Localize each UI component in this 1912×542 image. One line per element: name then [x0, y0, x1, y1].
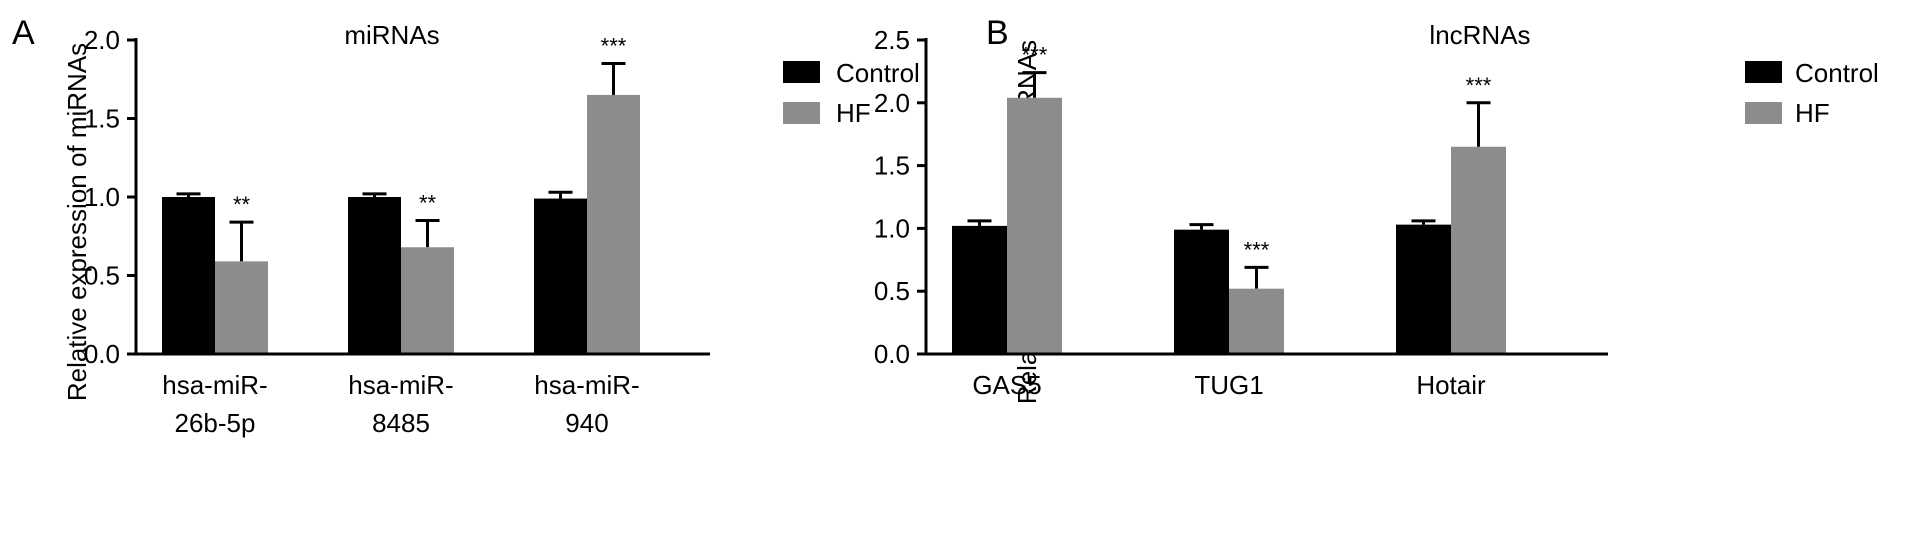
y-tick-label: 0.0	[874, 339, 910, 369]
panel-b: B lncRNAs Relative expression of lncRNAs…	[874, 14, 1879, 404]
y-tick-label: 2.5	[874, 25, 910, 55]
bar	[1396, 224, 1451, 354]
x-tick-label: TUG1	[1194, 370, 1263, 400]
chart-title: miRNAs	[344, 20, 439, 50]
plot-area: ** hsa-miR- 26b-5p ** hsa-miR- 8485 *** hsa-miR…	[84, 25, 710, 438]
x-tick-label: hsa-miR-	[348, 370, 453, 400]
y-tick-label: 0.5	[874, 276, 910, 306]
significance-label: ***	[1466, 73, 1492, 98]
legend-swatch-hf	[1745, 102, 1782, 124]
x-tick-label: 26b-5p	[175, 408, 256, 438]
legend-label-control: Control	[1795, 58, 1879, 88]
x-tick-label: 8485	[372, 408, 430, 438]
panel-label: B	[986, 14, 1009, 52]
legend-swatch-control	[1745, 61, 1782, 83]
legend: Control HF	[783, 58, 920, 128]
y-tick-label: 1.0	[874, 213, 910, 243]
y-axis-label: Relative expression of miRNAs	[62, 43, 92, 401]
legend-swatch-hf	[783, 102, 820, 124]
bar	[587, 94, 640, 354]
x-tick-label: Hotair	[1416, 370, 1486, 400]
y-tick-label: 0.0	[84, 339, 120, 369]
x-tick-label: GAS5	[972, 370, 1041, 400]
y-tick-label: 1.5	[874, 151, 910, 181]
bar	[1451, 146, 1506, 354]
y-tick-label: 0.5	[84, 261, 120, 291]
bar	[1007, 97, 1062, 354]
significance-label: ***	[1244, 237, 1270, 262]
significance-label: **	[233, 192, 251, 217]
panel-a: A miRNAs Relative expression of miRNAs *…	[12, 14, 920, 438]
y-tick-label: 1.0	[84, 182, 120, 212]
x-tick-label: 940	[565, 408, 608, 438]
legend-swatch-control	[783, 61, 820, 83]
bar	[1229, 288, 1284, 354]
legend-label-hf: HF	[1795, 98, 1830, 128]
bar	[401, 247, 454, 354]
bar	[162, 197, 215, 354]
significance-label: ***	[1022, 43, 1048, 68]
y-tick-label: 1.5	[84, 104, 120, 134]
legend-label-control: Control	[836, 58, 920, 88]
legend: Control HF	[1745, 58, 1879, 128]
x-tick-label: hsa-miR-	[162, 370, 267, 400]
y-tick-label: 2.0	[84, 25, 120, 55]
y-tick-label: 2.0	[874, 88, 910, 118]
significance-label: ***	[601, 34, 627, 59]
legend-label-hf: HF	[836, 98, 871, 128]
chart-title: lncRNAs	[1429, 20, 1530, 50]
panel-label: A	[12, 14, 35, 52]
plot-area: *** GAS5 *** TUG1 *** Hotair 0.0 0.5 1.0 1.5 2.0 2.…	[874, 25, 1608, 400]
bar	[215, 261, 268, 354]
x-tick-label: hsa-miR-	[534, 370, 639, 400]
bar	[952, 225, 1007, 354]
bar	[348, 197, 401, 354]
significance-label: **	[419, 191, 437, 216]
bar	[1174, 229, 1229, 354]
bar	[534, 198, 587, 354]
